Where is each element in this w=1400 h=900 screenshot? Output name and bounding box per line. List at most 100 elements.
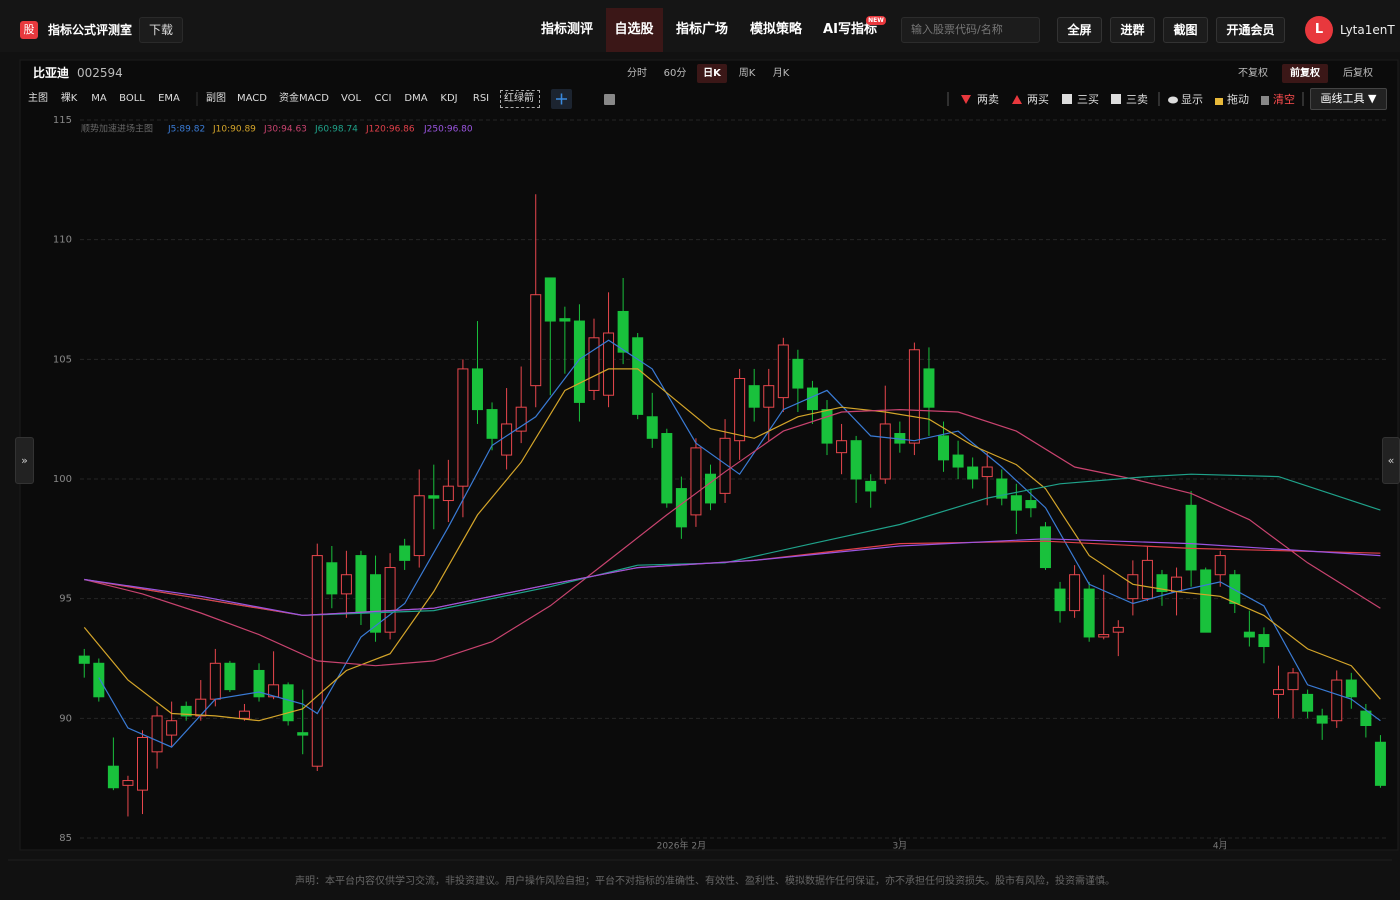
search-box[interactable] (901, 17, 1040, 43)
indicator-tab[interactable]: RSI (472, 93, 490, 104)
candle-body (879, 423, 891, 480)
candle-body (850, 440, 862, 480)
stock-name: 比亚迪 (33, 66, 70, 80)
nav-item[interactable]: 自选股 (614, 22, 654, 37)
draw-tool-button[interactable]: 画线工具 ▼ (1310, 88, 1387, 110)
header-button[interactable]: 进群 (1110, 17, 1155, 43)
period-tab[interactable]: 日K (703, 68, 721, 79)
lock-icon (1215, 98, 1223, 105)
trash-icon (1261, 96, 1269, 105)
x-tick-label: 4月 (1213, 841, 1228, 852)
search-placeholder: 输入股票代码/名称 (911, 23, 1003, 36)
y-tick-label: 85 (59, 833, 72, 844)
candle-body (1141, 559, 1153, 600)
adjust-tab[interactable]: 不复权 (1238, 68, 1268, 79)
tool-button[interactable]: 两买 (1027, 93, 1049, 106)
logo: 股 (20, 21, 38, 39)
tool-button[interactable]: 三买 (1077, 93, 1099, 106)
indicator-tab[interactable]: 资金MACD (279, 93, 329, 104)
candle-body (1316, 715, 1328, 724)
candle-body (1331, 679, 1343, 722)
candle-body (1112, 626, 1124, 633)
candle-body (340, 574, 352, 595)
candle-body (268, 684, 280, 698)
candle-body (1360, 710, 1372, 727)
legend-entry: J60:98.74 (314, 125, 358, 135)
y-tick-label: 100 (53, 474, 72, 485)
candle-body (690, 447, 702, 516)
header-button[interactable]: 开通会员 (1216, 17, 1285, 43)
collapse-left[interactable]: » (15, 437, 34, 484)
candle-body (238, 710, 250, 719)
period-tab[interactable]: 分时 (627, 68, 647, 79)
candle-body (457, 368, 469, 487)
indicator-tab[interactable]: CCI (374, 93, 392, 104)
candle-body (326, 562, 338, 595)
candle-body (428, 495, 440, 499)
tool-button[interactable]: 显示 (1181, 93, 1203, 106)
indicator-tab[interactable]: 红绿箭 (504, 93, 534, 104)
download-button[interactable]: 下载 (139, 17, 183, 43)
candle-body (1374, 741, 1386, 786)
tool-button[interactable]: 两卖 (977, 93, 999, 106)
tool-button[interactable]: 清空 (1273, 93, 1295, 106)
candle-body (78, 655, 90, 664)
candle-body (952, 454, 964, 468)
indicator-tab[interactable]: KDJ (440, 93, 458, 104)
ma-line (84, 473, 1381, 617)
indicator-highlight (500, 90, 540, 108)
period-tab[interactable]: 周K (738, 68, 756, 79)
header-button[interactable]: 截图 (1163, 17, 1208, 43)
candle-body (384, 567, 396, 633)
indicator-tab[interactable]: MACD (237, 93, 267, 104)
legend-entry: J10:90.89 (212, 125, 256, 135)
collapse-right[interactable]: « (1382, 437, 1400, 484)
sell-icon (961, 95, 971, 104)
tool-button[interactable]: 三卖 (1126, 93, 1148, 106)
indicator-tab[interactable]: 主图 (28, 93, 48, 104)
candle-body (1010, 495, 1022, 511)
candle-body (1039, 526, 1051, 569)
ma-line (98, 339, 1381, 748)
adjust-tab[interactable]: 前复权 (1290, 68, 1320, 79)
y-tick-label: 105 (53, 354, 72, 365)
nav-item[interactable]: 指标测评 (540, 22, 593, 37)
period-tab[interactable]: 60分 (663, 68, 687, 79)
avatar[interactable]: L (1305, 16, 1333, 44)
buy3-icon (1062, 94, 1072, 104)
candle-body (865, 480, 877, 492)
tool-button[interactable]: 拖动 (1227, 93, 1249, 106)
stock-code: 002594 (77, 66, 123, 80)
header-button[interactable]: 全屏 (1057, 17, 1102, 43)
indicator-tab[interactable]: 裸K (60, 93, 78, 104)
candle-body (1272, 689, 1284, 695)
indicator-tab[interactable]: DMA (404, 93, 428, 104)
candle-body (413, 495, 425, 557)
indicator-tab[interactable]: 副图 (206, 93, 226, 104)
candle-body (1083, 588, 1095, 638)
candle-body (137, 736, 149, 791)
candle-body (777, 344, 789, 399)
indicator-tab[interactable]: BOLL (119, 93, 145, 104)
nav-item[interactable]: 指标广场 (675, 22, 728, 37)
candle-body (122, 780, 134, 786)
legend-entry: J250:96.80 (423, 125, 473, 135)
legend-title: 顺势加速进场主图 (81, 123, 153, 135)
candle-body (792, 358, 804, 389)
candle-body (1171, 576, 1183, 592)
nav-item[interactable]: AI写指标 (823, 22, 877, 37)
adjust-tab[interactable]: 后复权 (1343, 68, 1373, 79)
y-tick-label: 95 (59, 594, 72, 605)
period-tab[interactable]: 月K (772, 68, 790, 79)
indicator-tab[interactable]: VOL (340, 93, 362, 104)
indicator-tab[interactable]: EMA (158, 93, 180, 104)
candle-body (544, 277, 556, 322)
indicator-tab[interactable]: MA (91, 93, 107, 104)
candle-body (1185, 504, 1197, 571)
candle-body (719, 437, 731, 494)
nav-item[interactable]: 模拟策略 (749, 22, 802, 37)
app-title: 指标公式评测室 (48, 23, 133, 37)
candle-body (166, 720, 178, 736)
candle-body (399, 545, 411, 561)
candle-body (734, 377, 746, 442)
